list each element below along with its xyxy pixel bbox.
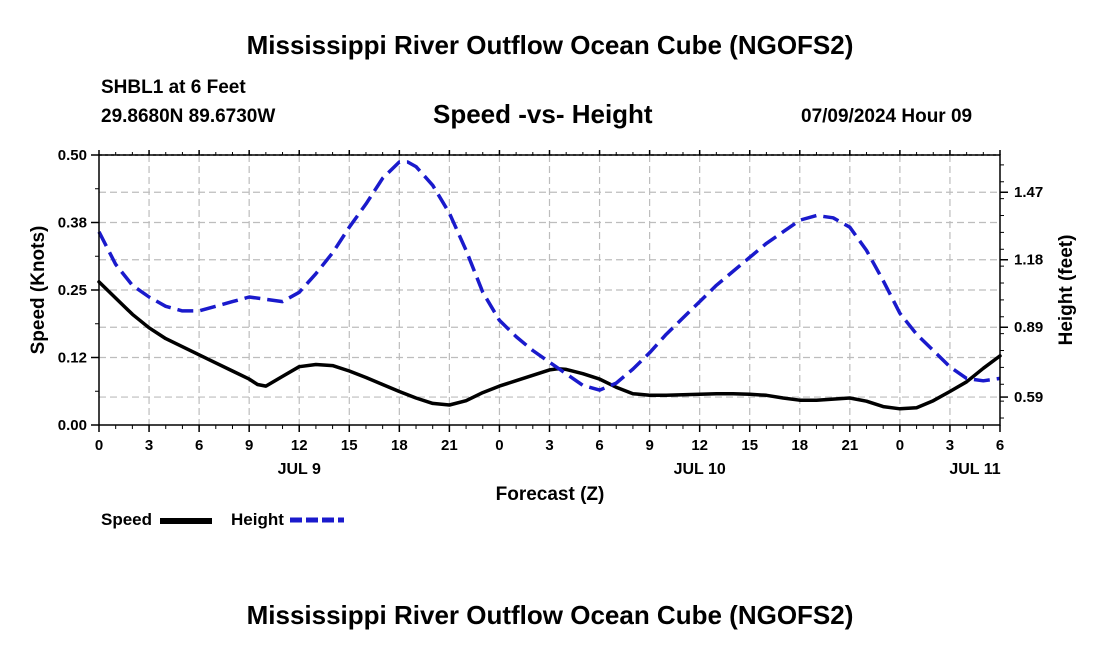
station-coordinates: 29.8680N 89.6730W [101,106,276,127]
footer-title: Mississippi River Outflow Ocean Cube (NG… [246,600,854,630]
y2-tick-label: 1.47 [1014,184,1043,201]
x-tick-label: 0 [896,437,904,454]
x-tick-label: 21 [841,437,858,454]
x-axis-label: Forecast (Z) [496,484,605,505]
legend-speed-label: Speed [101,510,153,529]
legend-height-label: Height [231,510,284,529]
x-tick-label: 18 [391,437,408,454]
x-tick-label: 0 [95,437,103,454]
x-tick-label: 6 [195,437,203,454]
chart-title: Mississippi River Outflow Ocean Cube (NG… [246,30,854,60]
y-tick-label: 0.12 [58,350,87,367]
x-tick-label: 21 [441,437,458,454]
chart-subtitle: Speed -vs- Height [433,99,653,129]
x-tick-label: 6 [996,437,1004,454]
x-tick-label: 9 [245,437,253,454]
x-tick-label: 3 [946,437,954,454]
forecast-datetime: 07/09/2024 Hour 09 [801,106,973,127]
y2-axis-label: Height (feet) [1056,235,1077,346]
date-label: JUL 9 [278,461,321,478]
legend-speed-swatch [160,518,212,524]
x-tick-label: 3 [545,437,553,454]
chart-series [97,160,1002,411]
y-tick-label: 0.38 [58,215,87,232]
x-tick-label: 12 [691,437,708,454]
date-label: JUL 10 [674,461,726,478]
x-tick-label: 15 [741,437,758,454]
speed-series-line [97,280,1002,411]
speed-height-chart: 0 3 6 9 12 15 18 21 0 3 6 9 12 15 18 21 0 3 6 JUL 9 JUL 10 JU… [28,147,1077,505]
station-label: SHBL1 at 6 Feet [101,77,246,98]
y-tick-label: 0.25 [58,282,87,299]
x-tick-label: 9 [645,437,653,454]
legend-height-swatch [290,517,344,523]
y2-tick-label: 1.18 [1014,252,1043,269]
x-tick-label: 18 [791,437,808,454]
y2-tick-label: 0.89 [1014,319,1043,336]
date-label: JUL 11 [949,461,1000,478]
x-tick-label: 15 [341,437,358,454]
y2-tick-label: 0.59 [1014,389,1043,406]
y-axis-label: Speed (Knots) [28,226,49,355]
x-tick-label: 0 [495,437,503,454]
y-tick-label: 0.00 [58,417,87,434]
x-tick-label: 12 [291,437,308,454]
chart-axes: 0 3 6 9 12 15 18 21 0 3 6 9 12 15 18 21 0 3 6 JUL 9 JUL 10 JU… [58,147,1043,478]
height-series-line [97,160,1001,392]
chart-grid [99,154,1000,425]
y-tick-label: 0.50 [58,147,87,164]
x-tick-label: 3 [145,437,153,454]
x-tick-label: 6 [595,437,603,454]
